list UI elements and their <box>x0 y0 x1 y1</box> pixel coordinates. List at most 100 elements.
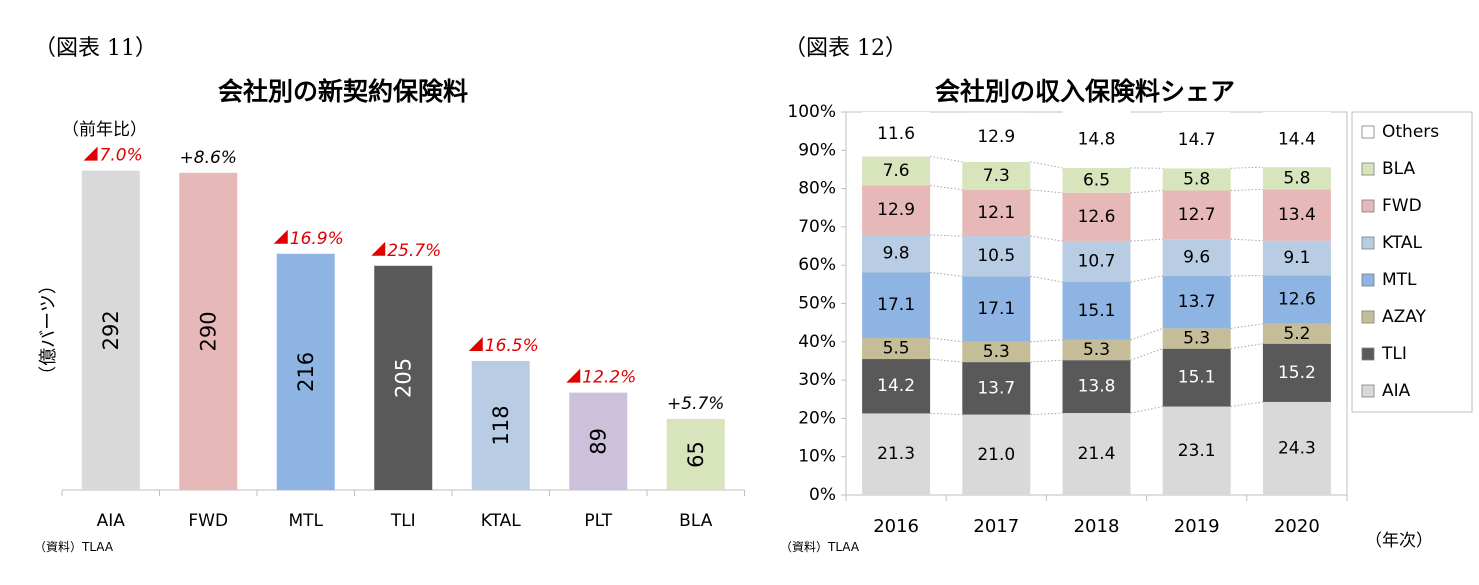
series-connector-line <box>1130 327 1163 341</box>
bar-aia <box>81 170 140 490</box>
series-connector-line <box>1230 343 1263 350</box>
series-connector-line <box>1130 348 1163 361</box>
y-axis-label: （億バーツ） <box>38 276 59 384</box>
category-label: 2016 <box>873 516 919 537</box>
bar-segment-aia <box>962 414 1031 495</box>
legend-label: FWD <box>1382 196 1422 216</box>
category-label: 2019 <box>1174 516 1220 537</box>
bar-segment-mtl <box>1162 275 1231 329</box>
segment-value-label: 21.3 <box>877 444 915 464</box>
x-axis-label: （年次） <box>1365 531 1433 551</box>
segment-value-label: 12.1 <box>977 203 1015 223</box>
bar-mtl <box>276 253 335 490</box>
yoy-label: +5.7% <box>667 394 724 414</box>
bar-segment-ktal <box>962 236 1031 277</box>
y-tick-label: 40% <box>798 332 836 352</box>
series-connector-line <box>1230 166 1263 169</box>
segment-value-label: 13.7 <box>1178 292 1216 312</box>
bar-segment-tli <box>962 362 1031 415</box>
segment-value-label: 10.5 <box>977 246 1015 266</box>
bar-value-label: 216 <box>294 352 318 392</box>
segment-value-label: 23.1 <box>1178 441 1216 461</box>
segment-value-label: 13.4 <box>1278 205 1316 225</box>
series-connector-line <box>1030 161 1063 169</box>
segment-value-label: 15.1 <box>1078 301 1116 321</box>
bar-segment-ktal <box>862 234 931 273</box>
segment-value-label: 15.1 <box>1178 368 1216 388</box>
right-stacked-chart: 0% 10% 20% 30% 40% 50% 60% 70% 80% 90% 100% 21.3 14.… <box>787 102 1473 551</box>
bar-segment-azay <box>1062 339 1131 361</box>
legend-swatch-azay <box>1361 310 1375 324</box>
segment-value-label: 14.2 <box>877 376 915 396</box>
series-connector-line <box>1030 275 1063 283</box>
series-connector-line <box>930 155 963 163</box>
bar-segment-fwd <box>1062 192 1131 242</box>
series-connector-line <box>1130 406 1163 414</box>
bar-value-label: 292 <box>99 310 123 350</box>
bar-segment-others <box>1062 111 1131 168</box>
bar-segment-ktal <box>1162 239 1231 276</box>
legend-box <box>1351 111 1473 413</box>
bar-segment-tli <box>862 359 931 414</box>
segment-value-label: 5.8 <box>1183 169 1210 189</box>
bar-segment-fwd <box>1162 190 1231 240</box>
series-connector-line <box>1130 190 1163 194</box>
yoy-label: 16.5% <box>485 336 539 356</box>
legend-label: TLI <box>1381 344 1407 364</box>
bar-segment-others <box>962 112 1031 162</box>
series-connector-line <box>1030 339 1063 343</box>
series-connector-line <box>1230 323 1263 329</box>
bar-plt <box>569 392 628 490</box>
y-tick-label: 30% <box>798 370 836 390</box>
yoy-header-label: （前年比） <box>62 120 147 140</box>
bar-segment-others <box>1162 112 1231 169</box>
segment-value-label: 21.0 <box>977 445 1015 465</box>
y-tick-label: 90% <box>798 140 836 160</box>
series-connector-line <box>930 412 963 416</box>
right-chart-title: 会社別の収入保険料シェア <box>935 77 1236 106</box>
series-connector-line <box>1130 238 1163 242</box>
category-label: MTL <box>288 511 323 531</box>
segment-value-label: 24.3 <box>1278 438 1316 458</box>
segment-value-label: 12.6 <box>1078 207 1116 227</box>
figure-label-11: （図表 11） <box>34 36 157 61</box>
bar-tli <box>374 265 433 490</box>
yoy-label: +8.6% <box>180 148 237 168</box>
bar-segment-azay <box>862 337 931 360</box>
segment-value-label: 9.6 <box>1183 248 1210 268</box>
category-label: 2018 <box>1074 516 1120 537</box>
series-connector-line <box>1230 238 1263 242</box>
bar-value-label: 290 <box>196 311 220 351</box>
series-connector-line <box>1230 188 1263 192</box>
legend-label: BLA <box>1382 159 1416 179</box>
left-source-note: （資料）TLAA <box>34 540 114 554</box>
series-connector-line <box>1030 189 1063 194</box>
segment-value-label: 14.8 <box>1078 130 1116 150</box>
segment-value-label: 5.3 <box>1183 329 1210 349</box>
category-label: TLI <box>390 511 416 531</box>
negative-marker-icon <box>371 241 386 256</box>
segment-value-label: 15.2 <box>1278 363 1316 383</box>
segment-value-label: 11.6 <box>877 124 915 144</box>
segment-value-label: 5.3 <box>983 342 1010 362</box>
series-connector-line <box>930 271 963 277</box>
bar-value-label: 205 <box>391 358 415 398</box>
series-connector-line <box>1130 275 1163 283</box>
bar-value-label: 89 <box>586 428 610 455</box>
category-label: 2017 <box>973 516 1019 537</box>
bar-segment-bla <box>1162 168 1231 191</box>
bar-value-label: 65 <box>684 441 708 468</box>
segment-value-label: 13.8 <box>1078 377 1116 397</box>
bar-segment-ktal <box>1062 241 1131 283</box>
segment-value-label: 14.7 <box>1178 130 1216 150</box>
legend-label: Others <box>1382 122 1439 142</box>
bar-segment-others <box>862 112 931 157</box>
bar-segment-bla <box>1262 167 1331 190</box>
legend-swatch-bla <box>1361 162 1375 176</box>
bar-segment-tli <box>1262 343 1331 402</box>
legend-swatch-fwd <box>1361 199 1375 213</box>
yoy-label: 7.0% <box>100 146 143 166</box>
legend-swatch-aia <box>1361 384 1375 398</box>
bar-bla <box>666 418 725 490</box>
bar-segment-aia <box>1162 406 1231 495</box>
